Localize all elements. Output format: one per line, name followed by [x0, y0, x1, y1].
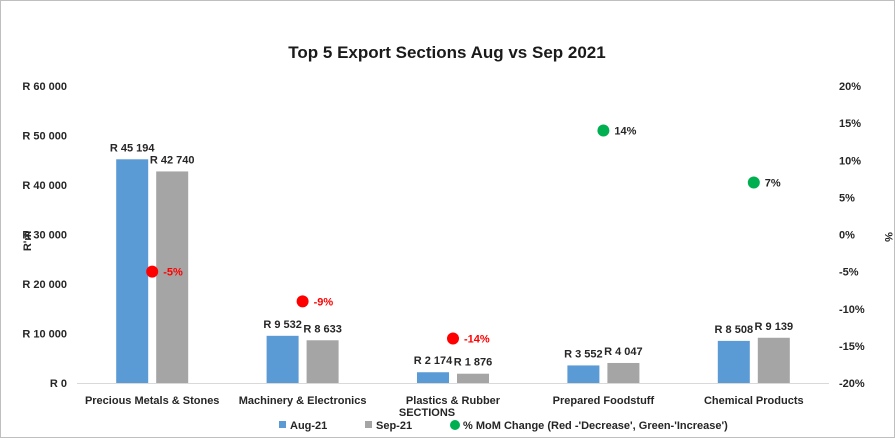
bar: [306, 340, 339, 383]
y2-tick-label: 0%: [839, 230, 855, 242]
bar-data-label: R 9 139: [755, 321, 794, 333]
mom-change-point: [597, 124, 610, 137]
mom-change-point: [447, 332, 459, 345]
y2-tick-label: 5%: [839, 192, 855, 204]
mom-change-point: [146, 265, 159, 278]
y2-tick-label: 20%: [839, 81, 861, 93]
y2-tick-label: 15%: [839, 118, 861, 130]
legend: Aug-21 Sep-21 % MoM Change (Red -'Decrease…: [279, 420, 728, 432]
x-tick-label: Precious Metals & Stones: [85, 395, 220, 407]
mom-change-label: -9%: [314, 296, 334, 308]
bar-data-label: R 8 633: [303, 323, 342, 335]
legend-label: % MoM Change (Red -'Decrease', Green-'In…: [463, 420, 728, 432]
mom-change-label: 7%: [765, 178, 781, 190]
y-tick-label: R 60 000: [22, 81, 67, 93]
mom-change-label: -14%: [464, 333, 490, 345]
legend-label: Sep-21: [376, 420, 412, 432]
bar-data-label: R 3 552: [564, 348, 603, 360]
mom-change-point: [296, 295, 309, 308]
mom-change-series: -5% -9% -14% 14% 7%: [146, 124, 781, 345]
bar-data-label: R 42 740: [150, 154, 195, 166]
bar: [607, 362, 640, 383]
bar-data-label: R 9 532: [263, 319, 302, 331]
y2-axis-title: %: [882, 232, 894, 242]
bar: [567, 365, 600, 383]
y-tick-label: R 30 000: [22, 230, 67, 242]
y-tick-label: R 50 000: [22, 131, 67, 143]
bar-data-label: R 4 047: [604, 346, 643, 358]
y-tick-label: R 40 000: [22, 180, 67, 192]
x-tick-label: Plastics & Rubber: [406, 395, 501, 407]
y2-tick-label: -20%: [839, 378, 865, 390]
chart-title: Top 5 Export Sections Aug vs Sep 2021: [288, 43, 605, 62]
y2-tick-label: -5%: [839, 267, 859, 279]
bar-data-label: R 2 174: [414, 355, 453, 367]
bar-data-label: R 8 508: [715, 324, 754, 336]
bar: [417, 372, 449, 383]
bar: [156, 171, 189, 383]
x-tick-label: Prepared Foodstuff: [553, 395, 655, 407]
y-tick-label: R 0: [50, 378, 67, 390]
x-tick-label: Chemical Products: [704, 395, 804, 407]
bar-data-labels: R 45 194 R 9 532 R 2 174 R 3 552 R 8 508 R 42…: [110, 142, 793, 368]
bar-series: [116, 159, 790, 383]
y2-tick-label: 10%: [839, 155, 861, 167]
x-tick-label: Machinery & Electronics: [239, 395, 367, 407]
bar: [116, 159, 149, 383]
bar: [266, 335, 299, 383]
mom-change-label: 14%: [614, 126, 636, 138]
mom-change-point: [747, 176, 760, 189]
bar-data-label: R 45 194: [110, 142, 156, 154]
bar: [757, 337, 790, 383]
x-axis-title: SECTIONS: [399, 407, 455, 419]
bar: [717, 340, 750, 383]
y2-tick-label: -15%: [839, 341, 865, 353]
mom-change-label: -5%: [163, 267, 183, 279]
y-tick-label: R 10 000: [22, 329, 67, 341]
legend-swatch: [450, 420, 460, 430]
bar: [457, 373, 489, 383]
legend-label: Aug-21: [290, 420, 327, 432]
legend-swatch: [279, 421, 286, 428]
y2-axis-ticks: -20% -15% -10% -5% 0% 5% 10% 15% 20%: [839, 81, 865, 390]
bar-data-label: R 1 876: [454, 357, 493, 369]
x-axis-ticks: Precious Metals & Stones Machinery & Elec…: [85, 395, 804, 407]
y-axis-ticks: R 0 R 10 000 R 20 000 R 30 000 R 40 000 R 50 …: [22, 81, 67, 390]
y-axis-title: R'm: [22, 231, 34, 252]
y2-tick-label: -10%: [839, 304, 865, 316]
legend-swatch: [365, 421, 372, 428]
y-tick-label: R 20 000: [22, 279, 67, 291]
